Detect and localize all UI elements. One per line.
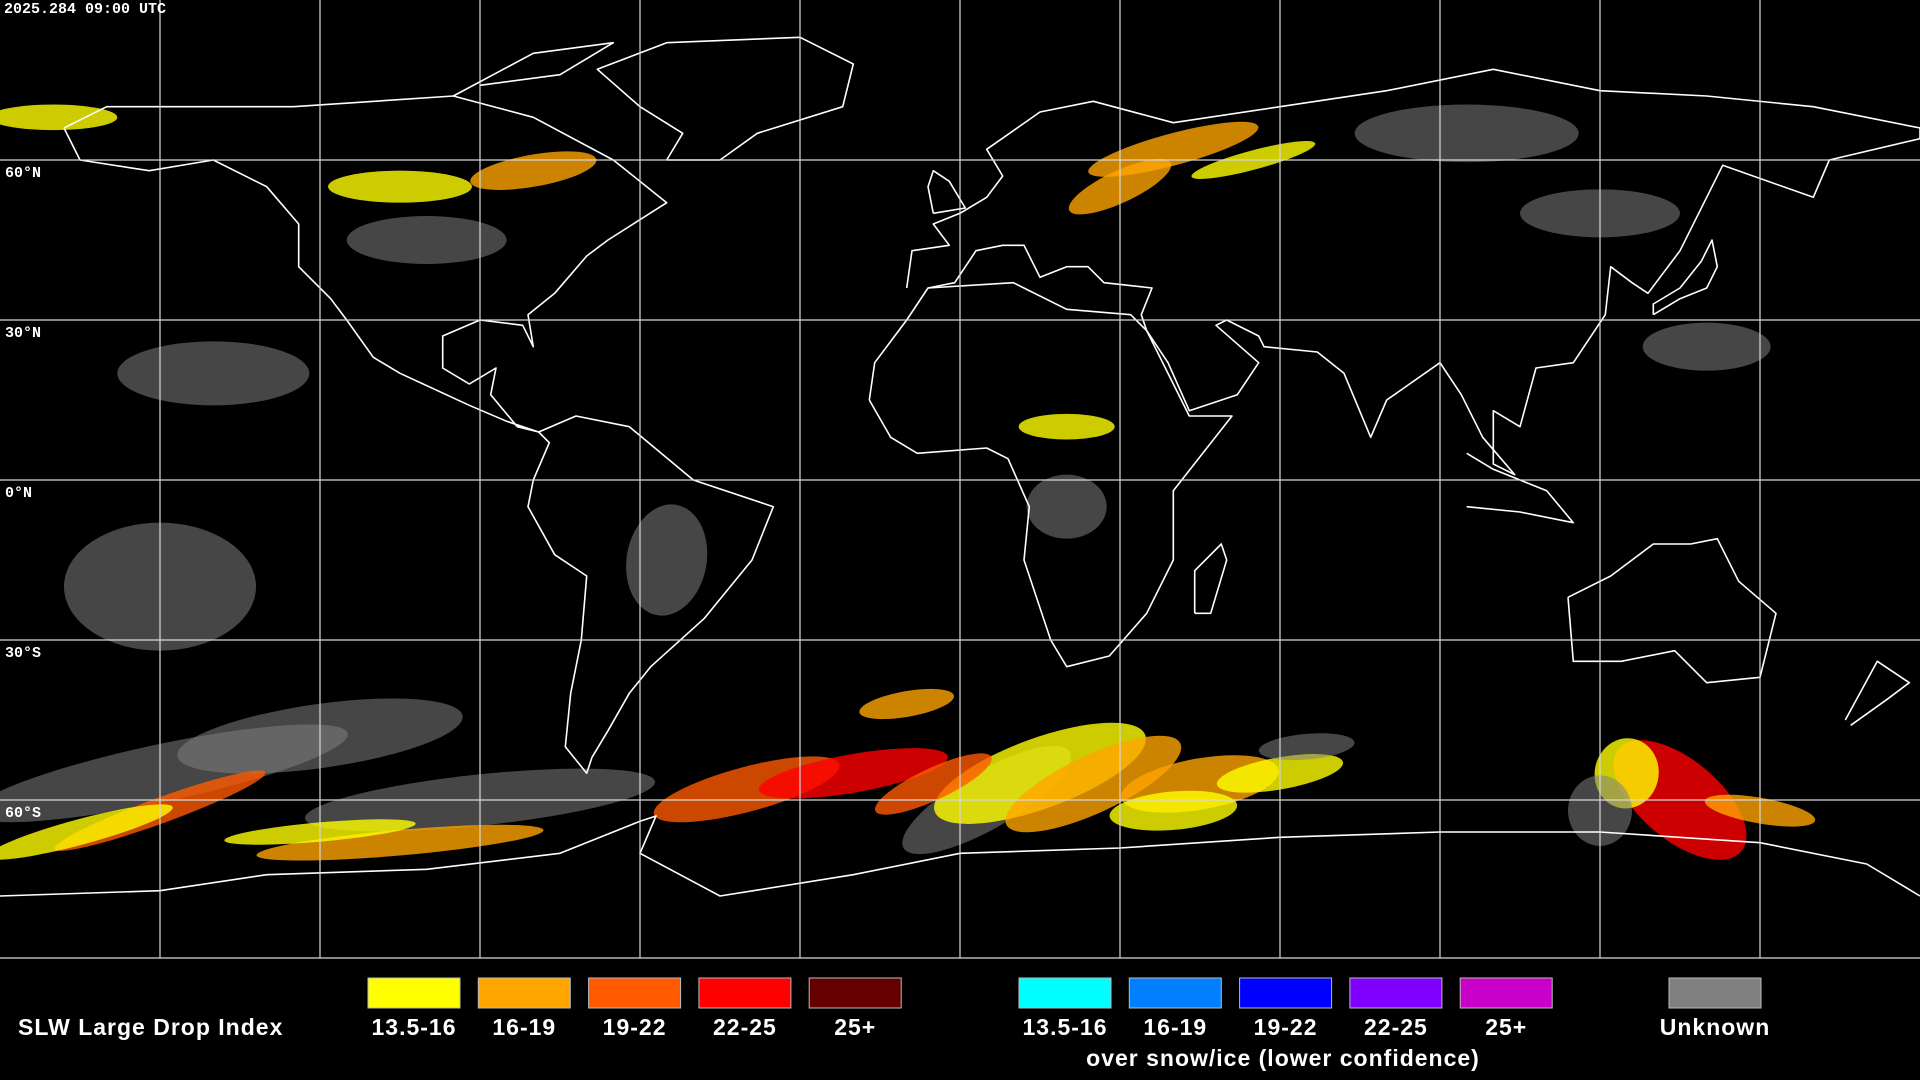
- cloud-patch: [1642, 322, 1771, 371]
- legend-label: 16-19: [1143, 1014, 1207, 1040]
- legend-swatch: [367, 977, 461, 1009]
- coastline: [527, 415, 775, 775]
- coastline: [868, 281, 1233, 668]
- cloud-patch: [0, 804, 173, 860]
- cloud-patch: [859, 688, 954, 720]
- latitude-label: 30°S: [5, 645, 41, 662]
- cloud-patch: [1088, 121, 1259, 177]
- cloud-patch: [470, 151, 597, 190]
- timestamp: 2025.284 09:00 UTC: [4, 1, 166, 18]
- cloud-patch: [328, 170, 472, 203]
- legend-label: 22-25: [713, 1014, 777, 1040]
- cloud-patch: [874, 753, 992, 815]
- graticule: [0, 0, 1920, 959]
- cloud-patch: [758, 748, 948, 799]
- legend-title: SLW Large Drop Index: [18, 1014, 283, 1040]
- legend-label: 13.5-16: [1022, 1014, 1107, 1040]
- legend-swatch: [1459, 977, 1553, 1009]
- cloud-patch: [1354, 104, 1579, 163]
- legend-swatch: [698, 977, 792, 1009]
- legend-label: 13.5-16: [371, 1014, 456, 1040]
- legend: SLW Large Drop Index over snow/ice (lowe…: [18, 977, 1771, 1071]
- latitude-label: 30°N: [5, 325, 41, 342]
- coastline: [452, 41, 615, 97]
- coastline: [905, 68, 1920, 476]
- cloud-patch: [256, 824, 544, 861]
- legend-swatch: [1239, 977, 1333, 1009]
- legend-label: Unknown: [1660, 1014, 1771, 1040]
- cloud-patch: [1258, 733, 1355, 761]
- coastline: [1193, 543, 1228, 615]
- latitude-label: 60°N: [5, 165, 41, 182]
- coastline: [1466, 452, 1575, 524]
- cloud-patch: [1018, 413, 1115, 440]
- legend-swatch: [477, 977, 571, 1009]
- cloud-patch: [934, 722, 1146, 824]
- legend-label: 16-19: [492, 1014, 556, 1040]
- legend-swatch: [808, 977, 902, 1009]
- cloud-patch: [1005, 735, 1182, 833]
- legend-label: 19-22: [1254, 1014, 1318, 1040]
- coastline: [1652, 239, 1719, 316]
- legend-label: 25+: [1485, 1014, 1527, 1040]
- legend-swatch: [588, 977, 682, 1009]
- legend-swatch: [1128, 977, 1222, 1009]
- legend-label: 22-25: [1364, 1014, 1428, 1040]
- cloud-patch: [1026, 474, 1107, 539]
- cloud-patch: [346, 216, 507, 264]
- coastline: [63, 95, 668, 433]
- legend-label: 19-22: [603, 1014, 667, 1040]
- latitude-label: 60°S: [5, 805, 41, 822]
- legend-swatch: [1349, 977, 1443, 1009]
- legend-label: 25+: [834, 1014, 876, 1040]
- coastline: [0, 815, 1920, 897]
- cloud-patch: [117, 341, 310, 406]
- legend-swatch: [1668, 977, 1762, 1009]
- cloud-patch: [626, 504, 708, 616]
- legend-caption: over snow/ice (lower confidence): [1086, 1045, 1480, 1071]
- cloud-patch: [0, 104, 118, 131]
- latitude-label: 0°N: [5, 485, 32, 502]
- coastline: [1567, 537, 1777, 684]
- cloud-patch: [1109, 790, 1238, 831]
- legend-swatch: [1018, 977, 1112, 1009]
- latitude-labels: 60°N 30°N 0°N 30°S 60°S: [5, 165, 41, 822]
- coastline: [1844, 660, 1911, 726]
